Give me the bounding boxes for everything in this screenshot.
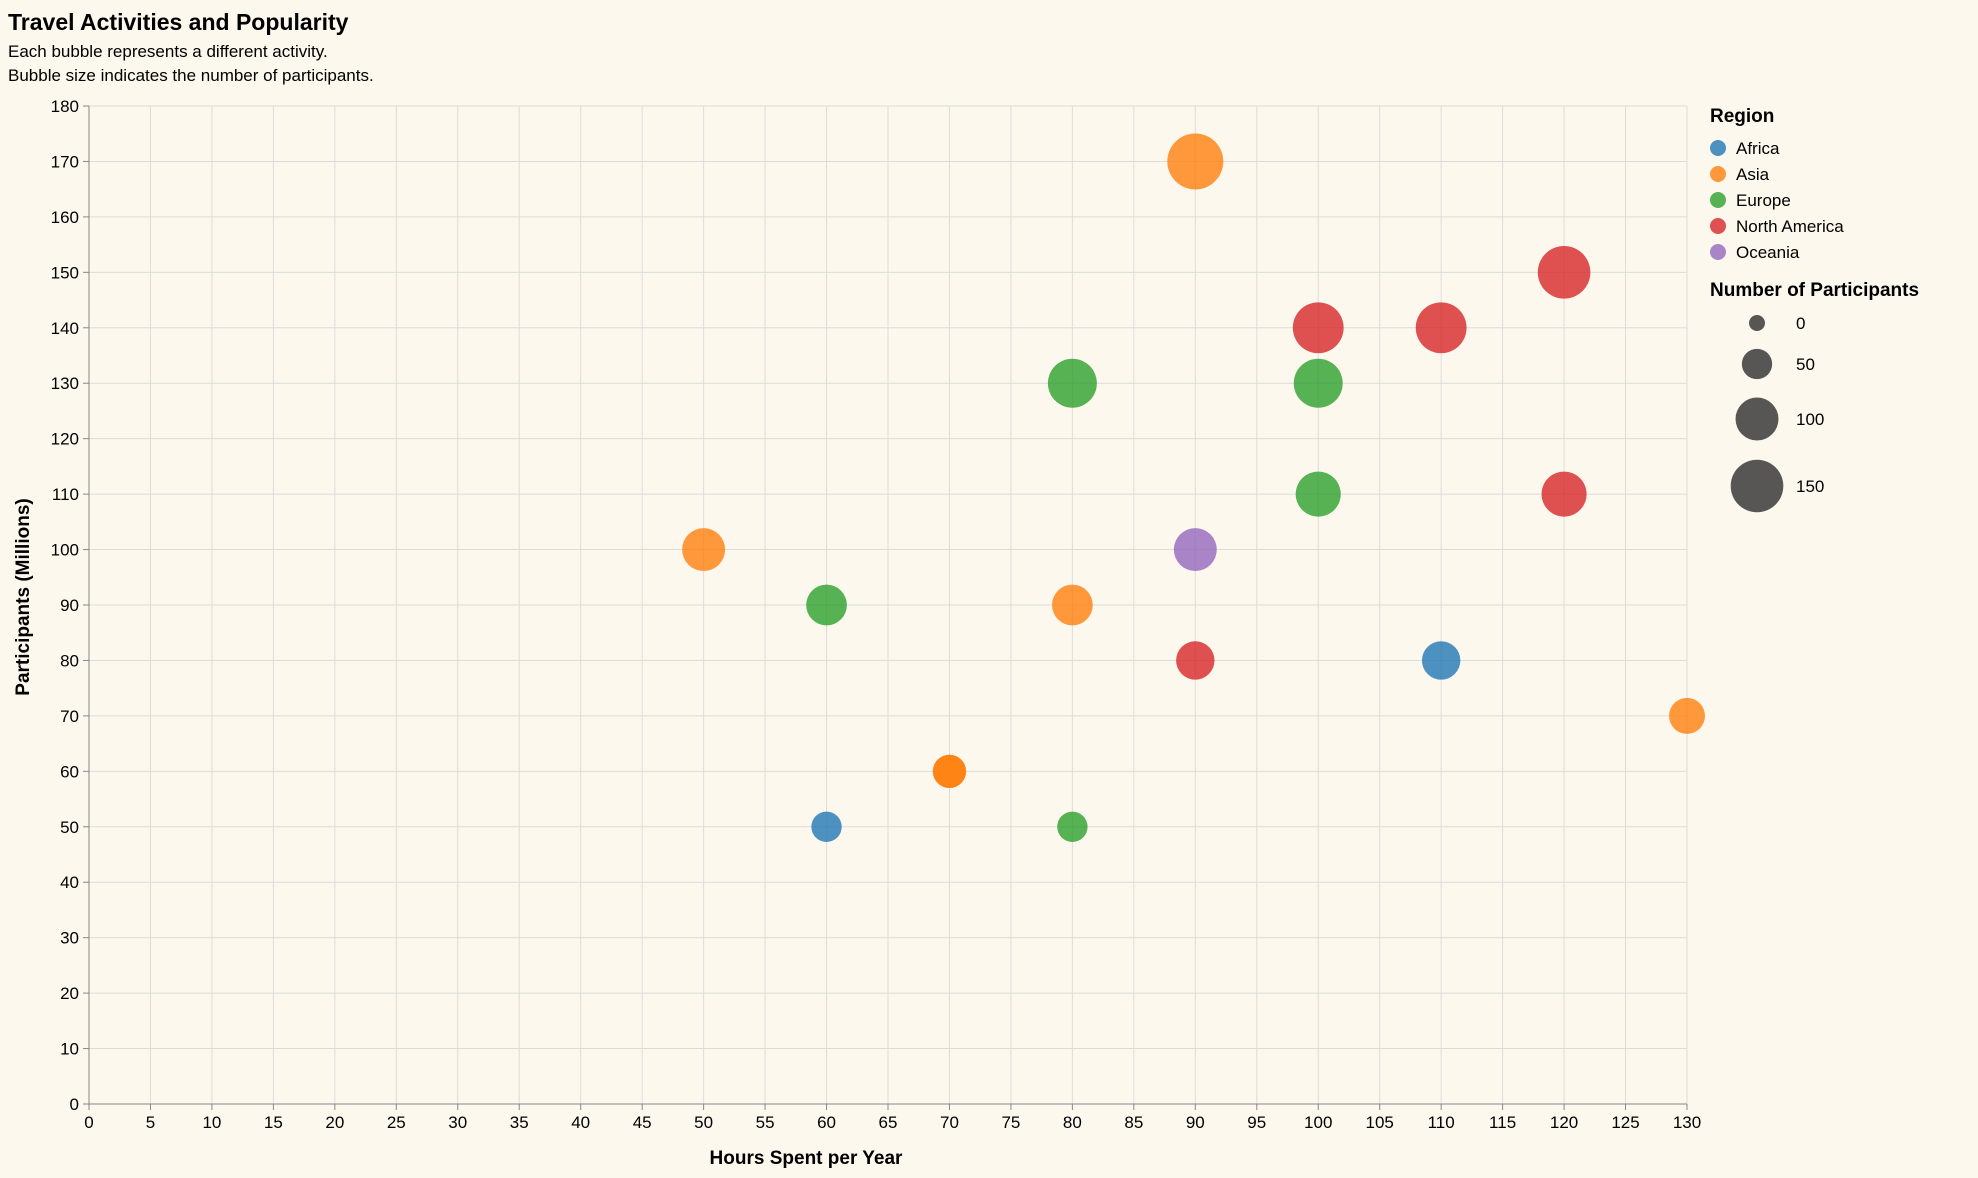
bubble-point	[1176, 641, 1215, 680]
x-tick-label: 65	[879, 1113, 898, 1132]
size-legend-bubble	[1730, 459, 1784, 513]
y-tick-label: 160	[51, 208, 79, 227]
legend-label: Europe	[1736, 191, 1791, 210]
legend-swatch	[1710, 244, 1726, 260]
x-tick-label: 80	[1063, 1113, 1082, 1132]
x-tick-label: 20	[325, 1113, 344, 1132]
bubble-point	[1052, 584, 1093, 626]
legend-swatch	[1710, 192, 1726, 208]
bubble-point	[1295, 471, 1341, 517]
bubble-point	[1421, 641, 1461, 680]
y-tick-label: 140	[51, 319, 79, 338]
x-tick-label: 105	[1366, 1113, 1394, 1132]
bubble-point	[1292, 302, 1344, 354]
bubble-point	[1537, 246, 1591, 299]
chart-title: Travel Activities and Popularity	[8, 9, 349, 35]
x-tick-label: 0	[84, 1113, 93, 1132]
y-tick-label: 130	[51, 374, 79, 393]
bubble-point	[1415, 302, 1467, 354]
bubble-point	[932, 754, 967, 788]
bubble-point	[1173, 528, 1217, 572]
bubble-point	[1047, 358, 1097, 408]
x-tick-label: 10	[202, 1113, 221, 1132]
legend-label: North America	[1736, 217, 1844, 236]
x-axis-title: Hours Spent per Year	[710, 1148, 903, 1169]
chart-subtitle-line-2: Bubble size indicates the number of part…	[8, 66, 374, 85]
legend-label: Asia	[1736, 165, 1770, 184]
y-tick-label: 150	[51, 263, 79, 282]
x-tick-label: 130	[1673, 1113, 1701, 1132]
x-tick-label: 15	[264, 1113, 283, 1132]
size-legend-items: 0 50 100 150	[1730, 314, 1824, 513]
size-legend-label: 50	[1796, 355, 1815, 374]
x-tick-label: 120	[1550, 1113, 1578, 1132]
grid	[88, 105, 1688, 1105]
size-legend-label: 0	[1796, 314, 1805, 333]
size-legend-label: 100	[1796, 410, 1824, 429]
x-tick-label: 125	[1611, 1113, 1639, 1132]
legend: Region Africa Asia Europe North America Ocea…	[1710, 106, 1919, 513]
size-legend-bubble	[1741, 348, 1773, 380]
legend-label: Africa	[1736, 139, 1780, 158]
bubble-point	[1293, 358, 1343, 408]
y-tick-label: 70	[60, 707, 79, 726]
y-tick-label: 60	[60, 762, 79, 781]
y-tick-label: 50	[60, 818, 79, 837]
x-tick-label: 5	[146, 1113, 155, 1132]
x-tick-label: 45	[633, 1113, 652, 1132]
x-tick-label: 90	[1186, 1113, 1205, 1132]
size-legend-bubble	[1749, 315, 1765, 331]
bubble-point	[811, 811, 842, 842]
y-tick-label: 90	[60, 596, 79, 615]
bubble-point	[1167, 133, 1224, 190]
color-legend-title: Region	[1710, 106, 1774, 127]
legend-swatch	[1710, 218, 1726, 234]
size-legend-bubble	[1735, 397, 1779, 441]
x-tick-label: 115	[1489, 1113, 1516, 1132]
axes: 0 5 10 15 20 25 30 35 40 45 50 55 60 65 70 75 80 85 90 95 10…	[51, 97, 1702, 1132]
x-tick-label: 70	[940, 1113, 959, 1132]
x-tick-label: 35	[510, 1113, 529, 1132]
size-legend-title: Number of Participants	[1710, 280, 1919, 301]
size-legend-label: 150	[1796, 477, 1824, 496]
x-tick-label: 30	[448, 1113, 467, 1132]
y-tick-label: 180	[51, 97, 79, 116]
x-tick-label: 55	[756, 1113, 775, 1132]
y-tick-label: 40	[60, 873, 79, 892]
x-tick-label: 25	[387, 1113, 406, 1132]
x-tick-label: 40	[571, 1113, 590, 1132]
y-tick-label: 100	[51, 541, 79, 560]
legend-swatch	[1710, 166, 1726, 182]
x-tick-label: 110	[1428, 1113, 1455, 1132]
y-tick-label: 170	[51, 152, 79, 171]
y-axis-title: Participants (Millions)	[13, 498, 34, 695]
legend-label: Oceania	[1736, 243, 1800, 262]
y-tick-label: 20	[60, 984, 79, 1003]
bubble-point	[1541, 471, 1587, 517]
y-tick-label: 0	[70, 1095, 79, 1114]
legend-swatch	[1710, 140, 1726, 156]
x-tick-label: 60	[817, 1113, 836, 1132]
x-tick-label: 50	[694, 1113, 713, 1132]
y-tick-label: 80	[60, 651, 79, 670]
chart-subtitle-line-1: Each bubble represents a different activ…	[8, 42, 328, 61]
x-tick-label: 75	[1001, 1113, 1020, 1132]
y-tick-label: 120	[51, 430, 79, 449]
y-tick-label: 10	[60, 1040, 79, 1059]
bubble-marks	[682, 133, 1705, 842]
bubble-point	[682, 528, 726, 572]
y-tick-label: 110	[52, 485, 79, 504]
x-tick-label: 85	[1124, 1113, 1143, 1132]
x-tick-label: 95	[1247, 1113, 1266, 1132]
bubble-point	[1669, 697, 1705, 734]
y-tick-label: 30	[60, 929, 79, 948]
color-legend-items: Africa Asia Europe North America Oceania	[1710, 139, 1844, 262]
bubble-point	[1057, 811, 1088, 842]
x-tick-label: 100	[1304, 1113, 1332, 1132]
bubble-point	[806, 584, 847, 626]
